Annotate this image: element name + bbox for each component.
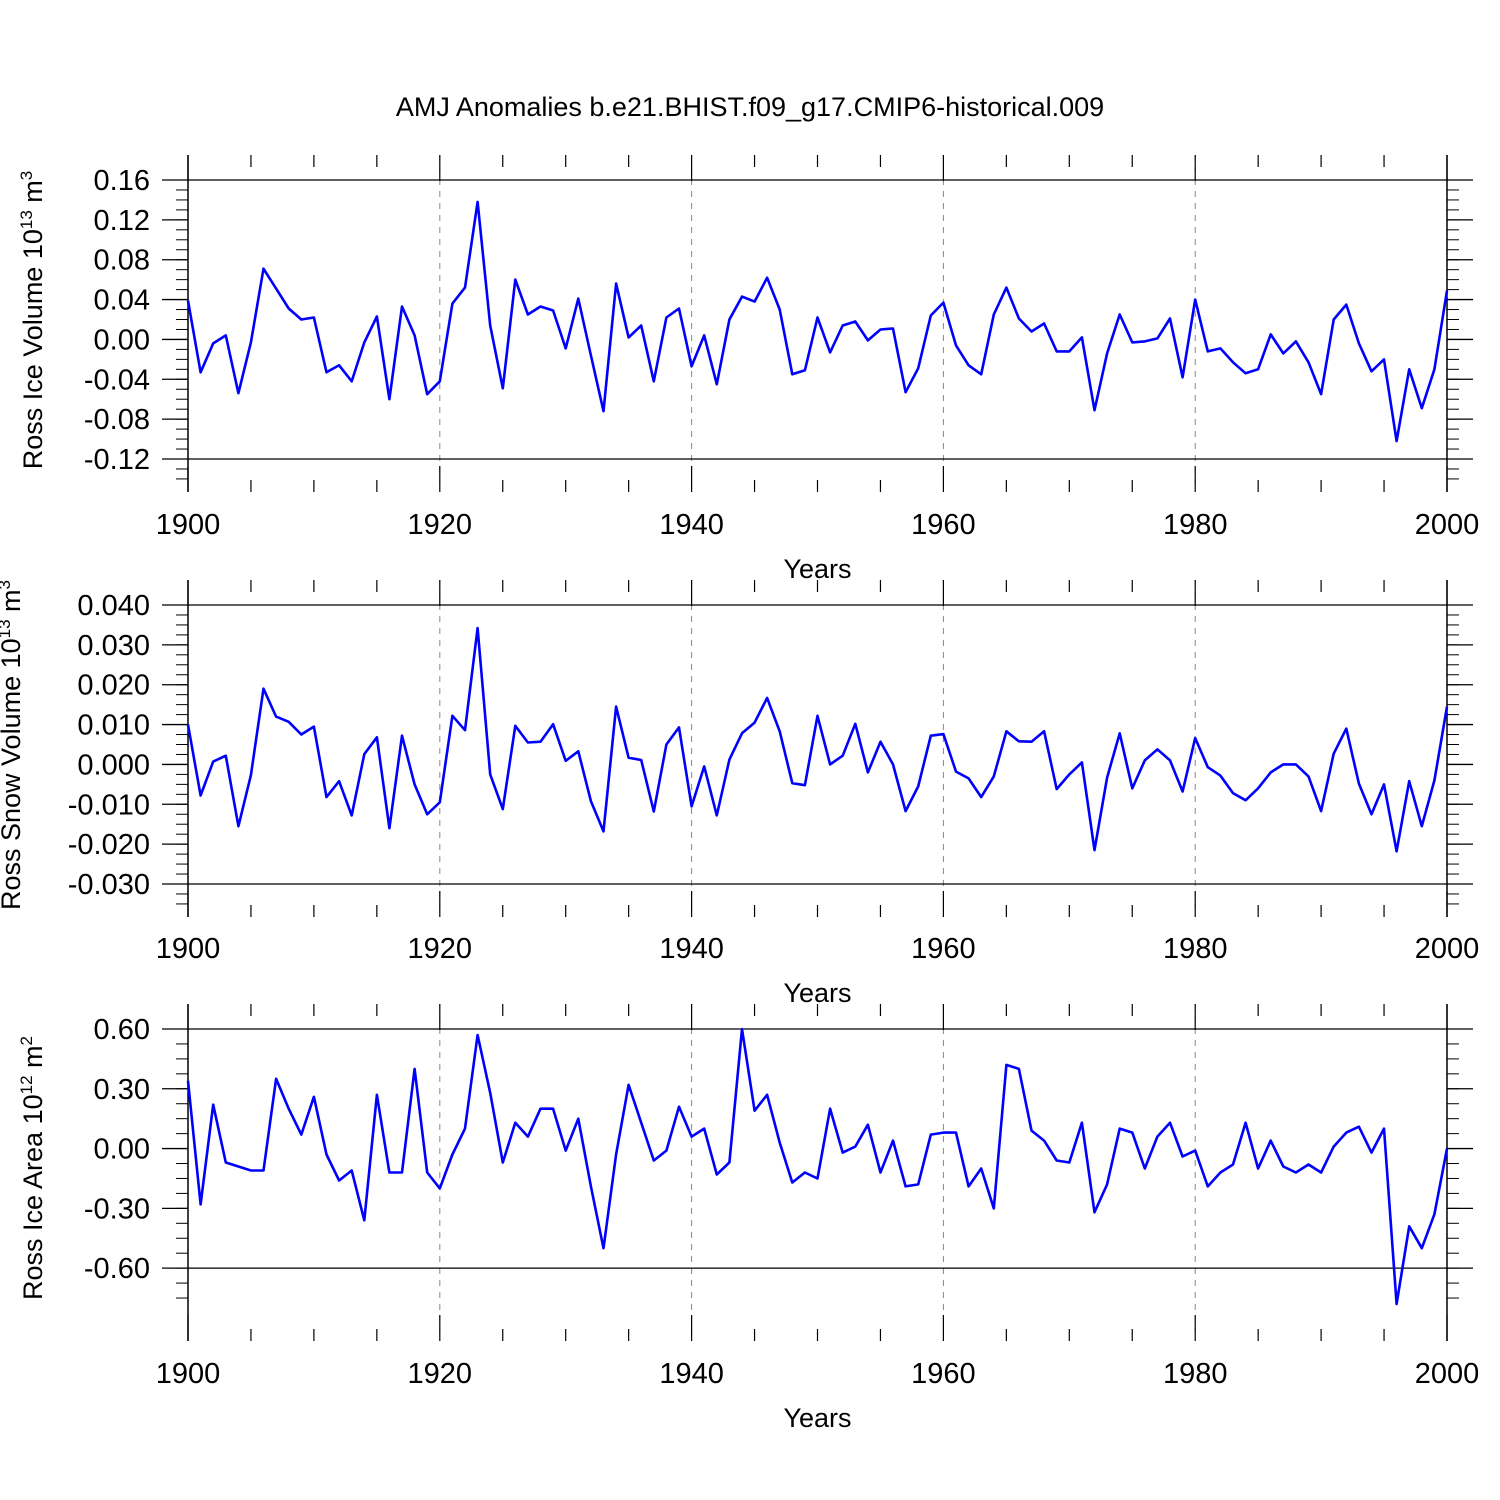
y-tick-label: -0.030 [68, 869, 150, 901]
x-tick-label: 1900 [156, 509, 221, 541]
x-tick-label: 1940 [659, 933, 724, 965]
y-axis-title: Ross Snow Volume 1013 m3 [0, 580, 26, 910]
x-tick-label: 1900 [156, 933, 221, 965]
x-tick-label: 1960 [911, 933, 976, 965]
y-tick-label: -0.08 [84, 404, 150, 436]
x-tick-label: 2000 [1415, 1358, 1480, 1390]
panel-ross-ice-area: 0.60 0.30 0.00 -0.30 -0.60 1900 1920 1940 1960 19… [17, 1004, 1479, 1433]
y-axis-title: Ross Ice Volume 1013 m3 [17, 171, 48, 470]
x-tick-label: 1980 [1163, 933, 1228, 965]
y-tick-label: 0.040 [77, 590, 150, 622]
y-tick-label: -0.020 [68, 829, 150, 861]
y-axis-title: Ross Ice Area 1012 m2 [17, 1036, 48, 1300]
x-tick-label: 1920 [408, 1358, 473, 1390]
x-tick-label: 1980 [1163, 509, 1228, 541]
y-tick-label: -0.30 [84, 1193, 150, 1225]
y-tick-label: 0.00 [94, 1134, 150, 1166]
y-tick-label: 0.08 [94, 245, 150, 277]
panel-ross-snow-volume: 0.040 0.030 0.020 0.010 0.000 -0.010 -0.020 -0.… [0, 580, 1479, 1008]
y-tick-label: 0.60 [94, 1014, 150, 1046]
y-tick-label: 0.00 [94, 324, 150, 356]
x-tick-label: 1920 [408, 509, 473, 541]
y-tick-label: 0.000 [77, 749, 150, 781]
chart-title: AMJ Anomalies b.e21.BHIST.f09_g17.CMIP6-… [396, 92, 1104, 122]
x-axis-title: Years [783, 978, 851, 1008]
series-line [186, 1027, 1449, 1306]
y-tick-label: 0.020 [77, 670, 150, 702]
y-tick-label: -0.12 [84, 444, 150, 476]
series-line [186, 626, 1449, 853]
y-tick-label: 0.010 [77, 710, 150, 742]
y-tick-label: -0.04 [84, 364, 150, 396]
y-tick-label: 0.30 [94, 1074, 150, 1106]
x-axis-title: Years [783, 554, 851, 584]
x-tick-label: 1940 [659, 1358, 724, 1390]
y-tick-label: 0.16 [94, 165, 150, 197]
x-tick-label: 1960 [911, 509, 976, 541]
series-line [186, 200, 1449, 443]
y-tick-label: -0.60 [84, 1253, 150, 1285]
x-tick-label: 1940 [659, 509, 724, 541]
x-tick-label: 1980 [1163, 1358, 1228, 1390]
x-tick-label: 2000 [1415, 509, 1480, 541]
panel-ross-ice-volume: 0.16 0.12 0.08 0.04 0.00 -0.04 -0.08 -0.12 1900 1… [17, 155, 1479, 584]
x-tick-label: 1920 [408, 933, 473, 965]
y-tick-label: 0.04 [94, 285, 150, 317]
x-axis-title: Years [783, 1403, 851, 1433]
y-tick-label: 0.030 [77, 630, 150, 662]
x-tick-label: 1960 [911, 1358, 976, 1390]
x-tick-label: 1900 [156, 1358, 221, 1390]
y-tick-label: 0.12 [94, 205, 150, 237]
x-tick-label: 2000 [1415, 933, 1480, 965]
y-tick-label: -0.010 [68, 789, 150, 821]
